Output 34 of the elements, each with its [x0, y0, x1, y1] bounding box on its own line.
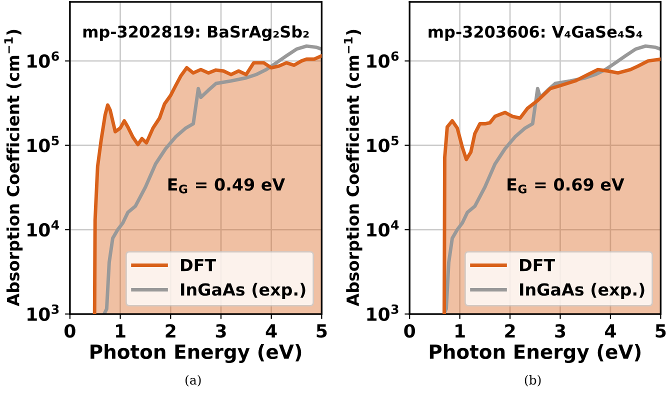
y-tick-label: 10$^{4}$ — [28, 220, 60, 237]
legend-label: InGaAs (exp.) — [181, 282, 306, 300]
y-tick-label: 10$^{6}$ — [28, 51, 59, 68]
legend-label: InGaAs (exp.) — [520, 282, 644, 300]
y-tick-label: 10$^{4}$ — [367, 220, 399, 237]
x-tick-label: 3 — [555, 324, 566, 338]
y-tick-label: 10$^{6}$ — [367, 51, 399, 68]
text: (b) — [524, 375, 541, 386]
text: (a) — [186, 375, 201, 386]
x-tick-label: 4 — [266, 324, 277, 338]
x-tick-label: 1 — [456, 324, 465, 338]
y-tick-label: 10$^{5}$ — [28, 136, 59, 152]
x-tick-label: 0 — [64, 324, 76, 338]
x-tick-label: 5 — [316, 324, 327, 338]
y-tick-label: 10$^{3}$ — [28, 304, 59, 322]
text: mp-3202819: BaSrAg₂Sb₂ — [83, 25, 309, 41]
x-tick-label: 1 — [116, 324, 126, 338]
legend-label: DFT — [520, 258, 556, 272]
y-axis-title: Absorption Coefficient (cm$^{−1}$) — [344, 30, 362, 306]
x-tick-label: 2 — [166, 324, 176, 338]
x-tick-label: 3 — [216, 324, 226, 338]
x-axis-title: Photon Energy (eV) — [430, 344, 640, 363]
x-tick-label: 5 — [656, 324, 666, 338]
annotation: E$_{G}$ = 0.49 eV — [168, 178, 286, 194]
text: mp-3203606: V₄GaSe₄S₄ — [428, 26, 642, 41]
x-tick-label: 4 — [604, 324, 616, 338]
y-tick-label: 10$^{5}$ — [367, 136, 398, 152]
x-tick-label: 0 — [404, 324, 416, 338]
annotation: E$_{G}$ = 0.69 eV — [508, 178, 624, 194]
legend-label: DFT — [181, 258, 216, 272]
y-axis-title: Absorption Coefficient (cm$^{−1}$) — [4, 30, 23, 306]
y-tick-label: 10$^{3}$ — [367, 304, 398, 322]
x-tick-label: 2 — [505, 324, 515, 338]
x-axis-title: Photon Energy (eV) — [90, 344, 302, 363]
